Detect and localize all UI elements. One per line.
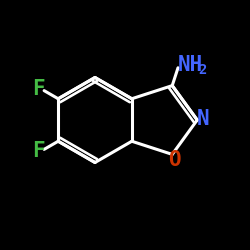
Text: O: O [168, 150, 180, 170]
Text: N: N [197, 110, 210, 130]
Text: F: F [32, 141, 45, 162]
Text: F: F [32, 78, 45, 98]
Text: 2: 2 [198, 63, 206, 77]
Text: NH: NH [178, 55, 203, 75]
